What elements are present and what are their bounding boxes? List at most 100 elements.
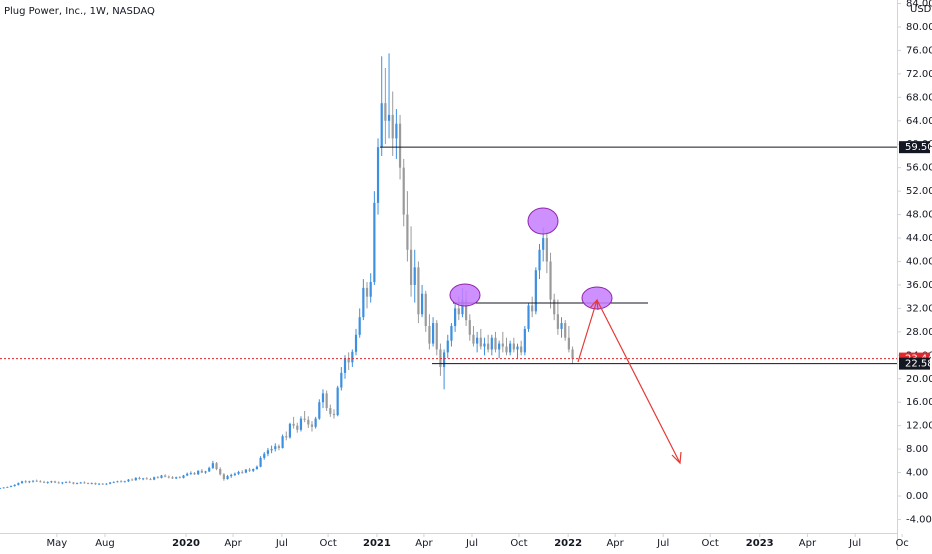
candle-body bbox=[285, 436, 288, 438]
candle-body bbox=[116, 481, 119, 483]
candle-body bbox=[347, 358, 350, 363]
y-tick-label: 40.00 bbox=[906, 256, 932, 267]
candle-body bbox=[325, 393, 328, 409]
y-tick-label: 8.00 bbox=[906, 444, 928, 455]
candle-body bbox=[182, 475, 185, 478]
candle-body bbox=[307, 419, 310, 425]
y-tick-label: 48.00 bbox=[906, 210, 932, 221]
candle-body bbox=[2, 487, 5, 489]
candle-body bbox=[406, 214, 409, 250]
candle-body bbox=[72, 482, 75, 484]
candle-body bbox=[6, 486, 9, 488]
candle-body bbox=[292, 423, 295, 426]
x-tick-label: Aug bbox=[95, 538, 115, 549]
candle-body bbox=[200, 470, 203, 473]
shoulder-marker bbox=[449, 283, 481, 307]
x-tick-label: May bbox=[47, 538, 68, 549]
x-tick-label: 2020 bbox=[172, 538, 200, 549]
candle-body bbox=[233, 473, 236, 475]
candle-body bbox=[127, 479, 130, 482]
price-badge-label: 22.58 bbox=[905, 359, 932, 370]
candle-body bbox=[149, 479, 152, 480]
candle-body bbox=[211, 463, 214, 468]
y-tick-label: 4.00 bbox=[906, 468, 928, 479]
candle-body bbox=[343, 358, 347, 373]
y-tick-label: 28.00 bbox=[906, 327, 932, 338]
candle-body bbox=[365, 287, 369, 297]
candle-body bbox=[197, 470, 200, 475]
y-tick-label: -4.00 bbox=[906, 514, 932, 525]
candle-body bbox=[409, 249, 413, 285]
candle-body bbox=[398, 123, 402, 168]
candle-body bbox=[512, 343, 515, 350]
x-tick-label: 2022 bbox=[554, 538, 582, 549]
candle-body bbox=[373, 202, 376, 283]
candle-body bbox=[244, 469, 248, 473]
candle-body bbox=[465, 299, 468, 321]
candle-body bbox=[255, 466, 259, 470]
candle-body bbox=[277, 446, 281, 448]
candle-body bbox=[549, 261, 552, 300]
candle-body bbox=[567, 337, 570, 350]
y-tick-label: 72.00 bbox=[906, 69, 932, 80]
candle-body bbox=[369, 282, 372, 297]
candle-body bbox=[314, 418, 317, 427]
candle-body bbox=[329, 408, 332, 414]
candle-body bbox=[252, 469, 255, 471]
projection-arrows bbox=[577, 298, 682, 465]
candle-body bbox=[31, 480, 35, 482]
candle-body bbox=[28, 481, 31, 483]
x-tick-label: Apr bbox=[799, 538, 817, 549]
candle-body bbox=[230, 474, 233, 477]
candle-body bbox=[208, 467, 211, 472]
candle-body bbox=[413, 267, 416, 285]
candle-body bbox=[53, 481, 57, 483]
y-tick-label: 76.00 bbox=[906, 45, 932, 56]
candle-body bbox=[505, 346, 508, 353]
candle-body bbox=[222, 474, 225, 480]
y-tick-label: 56.00 bbox=[906, 163, 932, 174]
y-tick-label: 64.00 bbox=[906, 116, 932, 127]
candle-body bbox=[105, 483, 108, 485]
candle-body bbox=[57, 482, 60, 484]
candle-body bbox=[332, 413, 336, 416]
candle-body bbox=[354, 334, 358, 352]
price-badge-label: 59.50 bbox=[905, 142, 932, 153]
candle-body bbox=[263, 453, 266, 458]
candle-body bbox=[520, 346, 523, 353]
candle-body bbox=[542, 238, 545, 250]
candle-body bbox=[189, 473, 192, 474]
candle-body bbox=[442, 352, 446, 368]
candle-body bbox=[516, 346, 519, 350]
candle-body bbox=[321, 393, 325, 403]
candle-body bbox=[376, 147, 380, 203]
candle-body bbox=[461, 299, 464, 315]
candle-body bbox=[431, 323, 435, 344]
candle-body bbox=[296, 425, 299, 430]
candle-body bbox=[560, 323, 563, 329]
candle-body bbox=[17, 483, 20, 485]
candle-body bbox=[479, 337, 482, 347]
candle-body bbox=[571, 349, 574, 359]
candle-body bbox=[391, 114, 394, 139]
x-tick-label: Apr bbox=[224, 538, 242, 549]
y-tick-label: 16.00 bbox=[906, 397, 932, 408]
candle-body bbox=[145, 478, 148, 480]
candle-body bbox=[112, 481, 115, 483]
x-tick-label: Jul bbox=[275, 538, 288, 549]
candle-body bbox=[362, 287, 365, 318]
candle-body bbox=[318, 402, 321, 419]
candle-body bbox=[226, 476, 229, 480]
candle-body bbox=[564, 323, 567, 338]
candle-body bbox=[75, 483, 79, 484]
x-tick-label: Apr bbox=[606, 538, 624, 549]
candle-body bbox=[164, 475, 167, 477]
candle-body bbox=[120, 481, 123, 483]
candle-body bbox=[9, 486, 13, 487]
candle-body bbox=[42, 481, 46, 483]
candle-body bbox=[288, 423, 292, 438]
candle-body bbox=[237, 471, 240, 474]
candle-body bbox=[299, 418, 303, 430]
candle-body bbox=[134, 477, 137, 481]
